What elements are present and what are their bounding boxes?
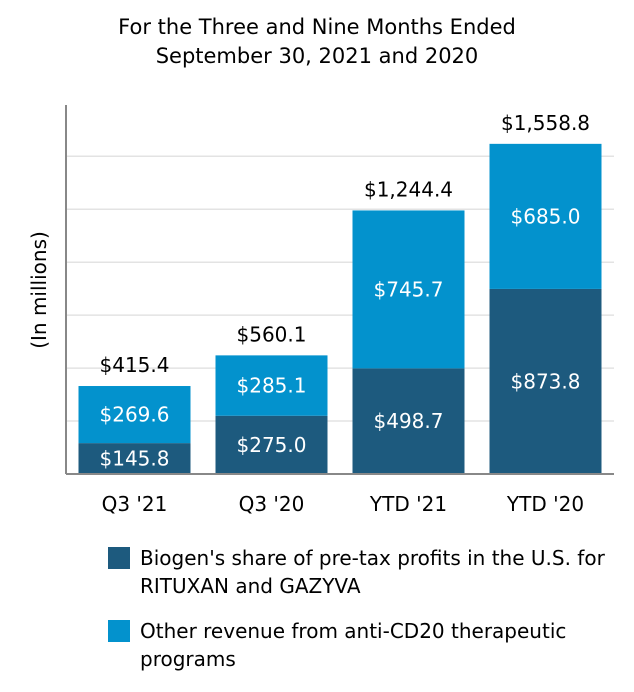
bar-total-label: $1,244.4 [364, 177, 453, 201]
legend-label-biogen-share: Biogen's share of pre-tax profits in the… [140, 546, 605, 598]
bar-segment-biogen-share [78, 443, 191, 474]
stacked-bar-chart: $145.8 $269.6 $415.4 Q3 '21 $275.0 $285.1 $560… [27, 105, 614, 516]
bar-segment-biogen-share [215, 415, 328, 474]
bar-value-label: $873.8 [511, 369, 581, 393]
chart-title-line-2: September 30, 2021 and 2020 [155, 44, 479, 68]
bar-segment-other-revenue [352, 210, 465, 369]
bar-total-label: $560.1 [237, 322, 307, 346]
legend-swatch-biogen-share [108, 547, 130, 569]
x-tick-label: YTD '21 [369, 492, 447, 516]
bar-segment-other-revenue [215, 355, 328, 416]
bar-total-label: $415.4 [100, 353, 170, 377]
bar-segment-biogen-share [352, 368, 465, 474]
bar-value-label: $498.7 [374, 409, 444, 433]
bar-value-label: $145.8 [100, 447, 170, 471]
bar-value-label: $269.6 [100, 403, 170, 427]
y-axis-label: (In millions) [27, 231, 51, 349]
bar-value-label: $745.7 [374, 277, 444, 301]
x-tick-label: Q3 '21 [102, 492, 168, 516]
bar-value-label: $275.0 [237, 433, 307, 457]
bar-segment-other-revenue [489, 143, 602, 289]
x-tick-label: Q3 '20 [239, 492, 305, 516]
x-tick-label: YTD '20 [506, 492, 584, 516]
bar-segment-biogen-share [489, 288, 602, 474]
bar-segment-other-revenue [78, 386, 191, 444]
chart-title-line-1: For the Three and Nine Months Ended [118, 15, 516, 39]
legend-label-other-revenue: Other revenue from anti-CD20 therapeutic… [140, 619, 567, 671]
bar-total-label: $1,558.8 [501, 111, 590, 135]
legend-swatch-other-revenue [108, 620, 130, 642]
bar-value-label: $685.0 [511, 204, 581, 228]
bar-value-label: $285.1 [237, 374, 307, 398]
